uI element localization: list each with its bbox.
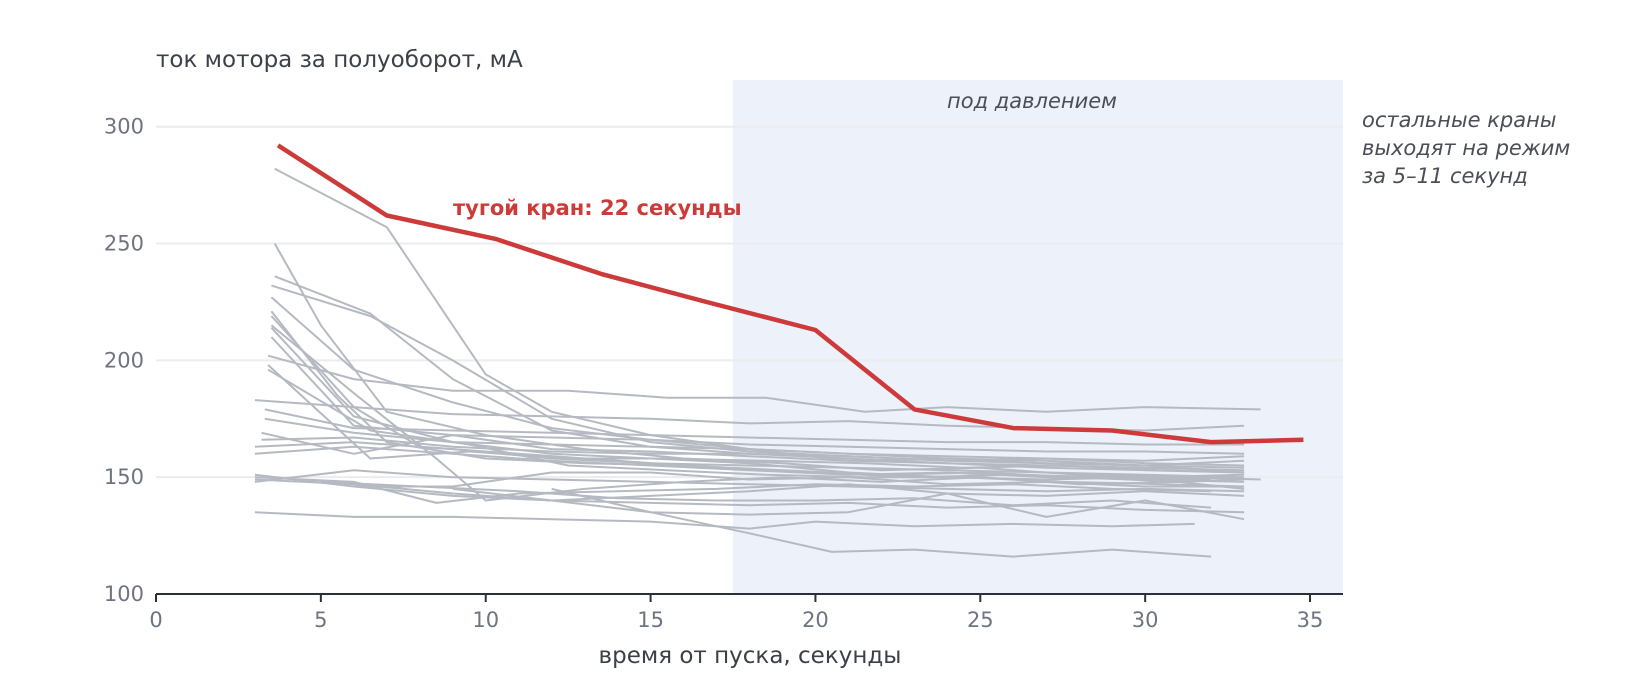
shaded-region xyxy=(733,80,1343,594)
x-tick-label: 0 xyxy=(149,608,162,632)
y-tick-label: 250 xyxy=(104,232,144,256)
x-tick-label: 30 xyxy=(1132,608,1159,632)
series-line-highlight xyxy=(276,143,1304,445)
series-line xyxy=(264,408,1245,446)
highlight-valve-line xyxy=(276,143,1304,445)
x-tick-label: 15 xyxy=(637,608,664,632)
series-line xyxy=(452,487,1245,521)
series-line xyxy=(254,445,1245,483)
x-axis-label: время от пуска, секунды xyxy=(599,643,902,669)
side-note-line-3: за 5–11 секунд xyxy=(1362,164,1528,188)
x-tick-label: 10 xyxy=(472,608,499,632)
side-note-line-2: выходят на режим xyxy=(1362,136,1570,160)
series-line xyxy=(353,485,1245,514)
series-line xyxy=(267,364,1245,474)
chart-title: ток мотора за полуоборот, мА xyxy=(156,47,523,73)
x-tick-label: 20 xyxy=(802,608,829,632)
x-tick-label: 5 xyxy=(314,608,327,632)
series-line xyxy=(261,431,1245,455)
x-tick-label: 25 xyxy=(967,608,994,632)
series-line xyxy=(320,480,1212,509)
series-line xyxy=(254,511,1195,530)
series-line xyxy=(551,487,1212,558)
highlight-annotation: тугой кран: 22 секунды xyxy=(453,196,742,220)
y-tick-label: 150 xyxy=(104,465,144,489)
y-axis-ticks: 100 150 200 250 300 xyxy=(104,115,144,606)
series-line xyxy=(254,441,1245,479)
side-note-line-1: остальные краны xyxy=(1362,108,1556,132)
series-line xyxy=(261,436,1245,467)
series-line xyxy=(254,478,1245,502)
x-tick-label: 35 xyxy=(1297,608,1324,632)
series-line xyxy=(254,476,1212,504)
series-line xyxy=(254,469,1245,493)
other-valves-lines xyxy=(254,167,1261,558)
y-tick-label: 100 xyxy=(104,582,144,606)
x-axis-ticks: 0 5 10 15 20 25 30 35 xyxy=(149,594,1323,632)
y-tick-label: 200 xyxy=(104,348,144,372)
y-tick-label: 300 xyxy=(104,115,144,139)
series-line xyxy=(267,354,1261,413)
shaded-region-label: под давлением xyxy=(947,89,1117,113)
series-line xyxy=(271,284,1245,474)
series-line xyxy=(270,336,1245,469)
